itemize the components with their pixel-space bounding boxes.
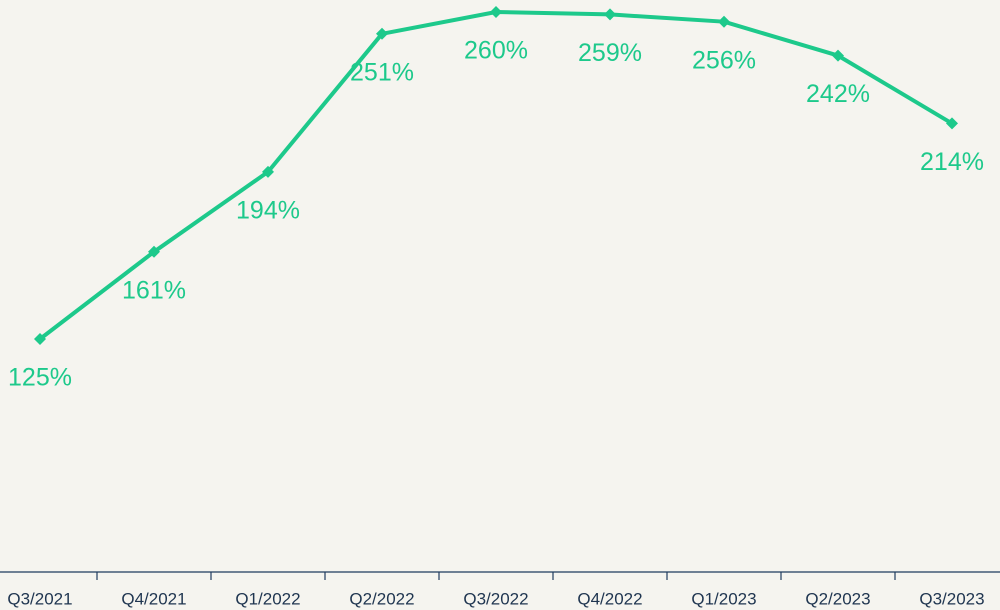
data-label: 260%	[464, 37, 528, 65]
marker	[34, 333, 46, 345]
data-label: 125%	[8, 364, 72, 392]
marker	[148, 245, 160, 258]
data-label: 242%	[806, 80, 870, 108]
data-label: 214%	[920, 148, 984, 176]
x-tick-label: Q2/2023	[805, 589, 870, 608]
data-label: 161%	[122, 276, 186, 304]
x-tick-label: Q1/2022	[235, 589, 300, 608]
x-tick-label: Q3/2021	[7, 589, 72, 608]
marker	[718, 15, 730, 28]
data-label: 194%	[236, 196, 300, 224]
x-tick-label: Q4/2022	[577, 589, 642, 608]
marker	[832, 49, 844, 62]
marker	[376, 27, 388, 40]
marker	[946, 117, 958, 130]
data-label: 251%	[350, 58, 414, 86]
x-tick-label: Q4/2021	[121, 589, 186, 608]
data-label: 259%	[578, 39, 642, 67]
data-label: 256%	[692, 46, 756, 74]
marker	[604, 8, 616, 21]
x-tick-label: Q1/2023	[691, 589, 756, 608]
x-tick-label: Q3/2022	[463, 589, 528, 608]
x-tick-label: Q2/2022	[349, 589, 414, 608]
marker	[262, 165, 274, 178]
x-tick-label: Q3/2023	[919, 589, 984, 608]
marker	[490, 6, 502, 18]
